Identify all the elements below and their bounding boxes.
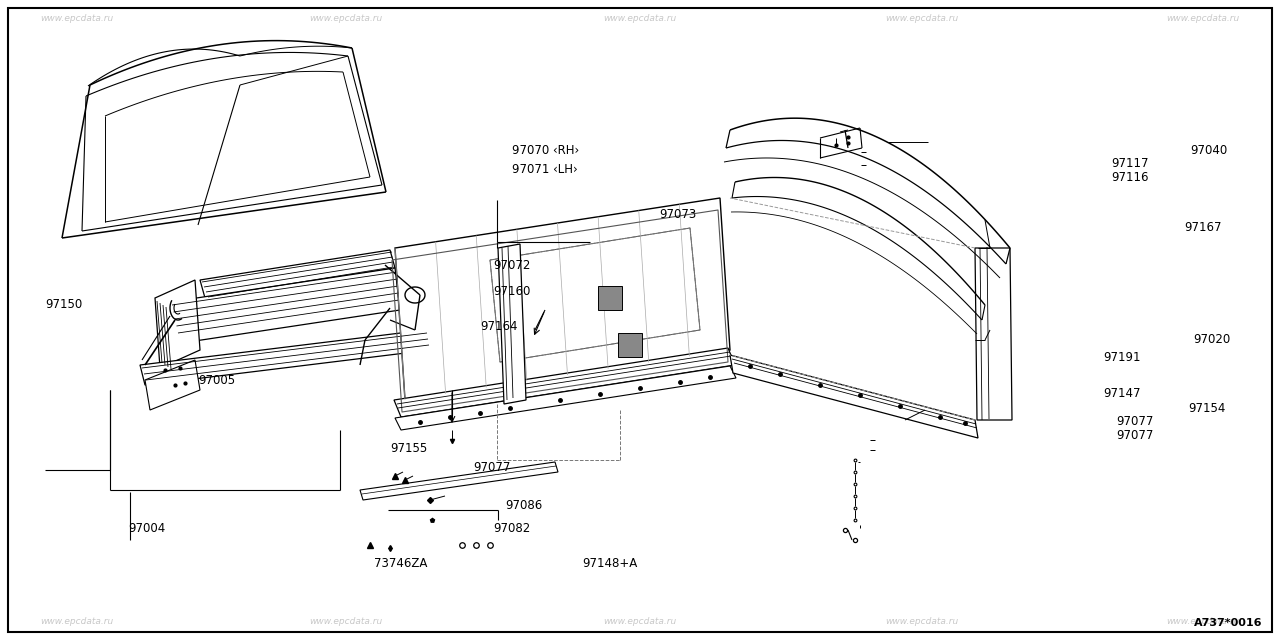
Text: 97077: 97077: [1116, 429, 1153, 442]
Polygon shape: [730, 355, 978, 438]
Text: 97020: 97020: [1193, 333, 1230, 346]
Text: 97005: 97005: [198, 374, 236, 387]
Text: 97150: 97150: [45, 298, 82, 310]
Polygon shape: [396, 198, 730, 400]
Text: 97191: 97191: [1103, 351, 1140, 364]
Polygon shape: [140, 330, 430, 385]
Text: 97154: 97154: [1188, 402, 1225, 415]
Text: 97160: 97160: [493, 285, 530, 298]
Text: 97004: 97004: [128, 522, 165, 534]
Text: www.epcdata.ru: www.epcdata.ru: [40, 14, 114, 23]
Text: 97072: 97072: [493, 259, 530, 272]
Text: A737*0016: A737*0016: [1193, 618, 1262, 628]
Polygon shape: [155, 280, 200, 368]
Polygon shape: [598, 286, 622, 310]
Text: 97071 ‹LH›: 97071 ‹LH›: [512, 163, 577, 176]
Text: 97116: 97116: [1111, 172, 1148, 184]
Text: 97148+A: 97148+A: [582, 557, 637, 570]
Polygon shape: [145, 360, 200, 410]
Text: 97117: 97117: [1111, 157, 1148, 170]
Text: 97155: 97155: [390, 442, 428, 454]
Text: www.epcdata.ru: www.epcdata.ru: [308, 617, 383, 626]
Polygon shape: [394, 348, 735, 417]
Text: 73746ZA: 73746ZA: [374, 557, 428, 570]
Polygon shape: [618, 333, 643, 357]
Text: www.epcdata.ru: www.epcdata.ru: [884, 617, 959, 626]
Text: 97082: 97082: [493, 522, 530, 535]
Text: www.epcdata.ru: www.epcdata.ru: [1166, 617, 1240, 626]
Polygon shape: [498, 244, 526, 404]
Text: www.epcdata.ru: www.epcdata.ru: [884, 14, 959, 23]
Text: 97164: 97164: [480, 320, 517, 333]
Text: 97077: 97077: [474, 461, 511, 474]
Text: www.epcdata.ru: www.epcdata.ru: [308, 14, 383, 23]
Text: 97070 ‹RH›: 97070 ‹RH›: [512, 144, 580, 157]
Polygon shape: [200, 250, 396, 298]
Text: www.epcdata.ru: www.epcdata.ru: [40, 617, 114, 626]
Polygon shape: [975, 248, 1012, 420]
Text: www.epcdata.ru: www.epcdata.ru: [603, 14, 677, 23]
Text: www.epcdata.ru: www.epcdata.ru: [603, 617, 677, 626]
Text: 97147: 97147: [1103, 387, 1140, 400]
Polygon shape: [360, 462, 558, 500]
Polygon shape: [396, 366, 736, 430]
Text: www.epcdata.ru: www.epcdata.ru: [1166, 14, 1240, 23]
Polygon shape: [170, 268, 399, 344]
Text: 97086: 97086: [506, 499, 543, 512]
Text: 97073: 97073: [659, 208, 696, 221]
Text: 97040: 97040: [1190, 144, 1228, 157]
Text: 97077: 97077: [1116, 415, 1153, 428]
Text: 97167: 97167: [1184, 221, 1221, 234]
